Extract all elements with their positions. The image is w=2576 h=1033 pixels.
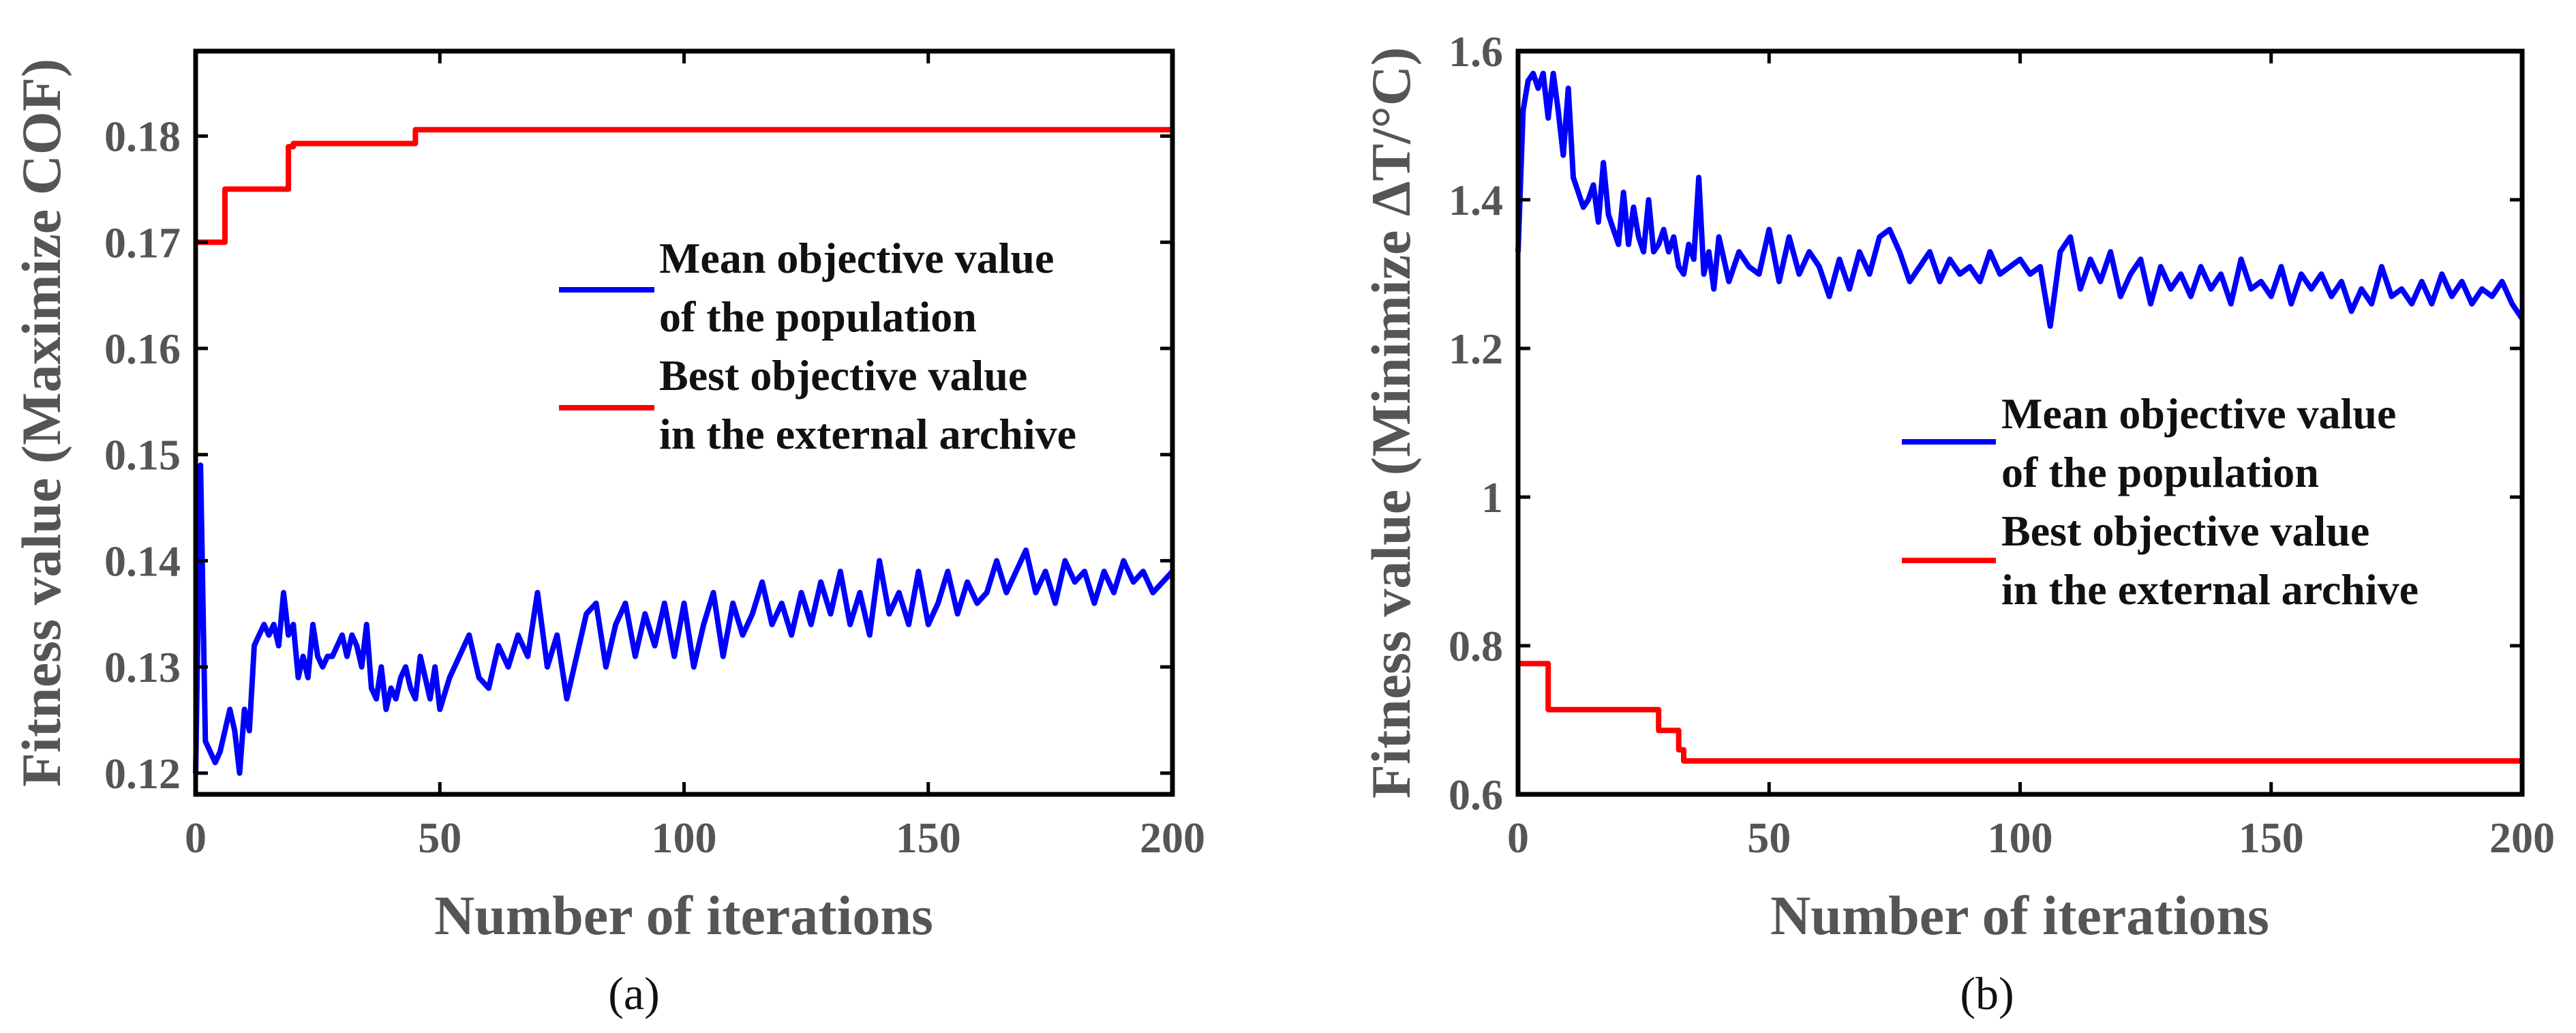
chart-a-series-1 [196, 127, 1172, 245]
chart-b-xlabel: Number of iterations [1770, 884, 2269, 946]
chart-a-xtick-label: 200 [1140, 813, 1205, 862]
chart-b-legend-best-line1: Best objective value [2001, 507, 2369, 555]
chart-a-series-0 [193, 462, 1175, 776]
chart-b-ytick-label: 0.8 [1449, 622, 1503, 670]
chart-b-xtick-label: 200 [2489, 813, 2555, 862]
chart-b-ytick-label: 1.6 [1449, 27, 1503, 76]
chart-a-ytick-label: 0.14 [104, 537, 181, 585]
chart-b-series [1515, 70, 2525, 764]
chart-a-xtick-label: 100 [652, 813, 717, 862]
chart-b-xtick-label: 150 [2239, 813, 2304, 862]
chart-b-series-0 [1515, 70, 2525, 329]
chart-b-legend-mean-line1: Mean objective value [2001, 389, 2396, 438]
chart-b-ytick-label: 1 [1481, 473, 1503, 522]
chart-a-ytick-label: 0.17 [104, 218, 181, 267]
chart-b-ytick-label: 0.6 [1449, 770, 1503, 819]
chart-b-ytick-label: 1.2 [1449, 325, 1503, 373]
chart-a-ytick-label: 0.15 [104, 431, 181, 479]
chart-b-xtick-label: 100 [1988, 813, 2053, 862]
chart-a-legend-mean-line1: Mean objective value [659, 234, 1054, 282]
chart-b-ylabel: Fitness value (Minimize ΔT/°C) [1360, 47, 1422, 798]
chart-a-xlabel: Number of iterations [434, 884, 933, 946]
chart-a-xtick-label: 0 [185, 813, 207, 862]
chart-a-legend-best-line2: in the external archive [659, 410, 1076, 458]
chart-b: 0 50 100 150 200 0.6 0.8 1 1.2 1.4 1.6 Fitness val… [1360, 27, 2555, 1019]
chart-a-panel-label: (a) [608, 968, 659, 1019]
chart-a-ytick-label: 0.16 [104, 325, 181, 373]
chart-b-ytick-label: 1.4 [1449, 176, 1503, 224]
chart-b-ticks: 0 50 100 150 200 0.6 0.8 1 1.2 1.4 1.6 [1449, 27, 2555, 862]
chart-b-panel-label: (b) [1960, 968, 2014, 1019]
chart-a-legend-mean-line2: of the population [659, 293, 977, 341]
chart-a-legend: Mean objective value of the population B… [559, 234, 1076, 458]
chart-a-series [193, 127, 1175, 776]
chart-a-ytick-label: 0.12 [104, 749, 181, 798]
chart-b-xtick-label: 0 [1507, 813, 1529, 862]
chart-a: 0 50 100 150 200 0.12 0.13 0.14 0.15 0.16 0.17 0.18… [10, 48, 1205, 1019]
chart-b-legend-best-line2: in the external archive [2001, 565, 2419, 614]
chart-b-legend: Mean objective value of the population B… [1902, 389, 2419, 614]
chart-a-legend-best-line1: Best objective value [659, 351, 1027, 400]
chart-a-ytick-label: 0.13 [104, 643, 181, 691]
chart-b-series-1 [1518, 661, 2522, 764]
chart-a-ytick-label: 0.18 [104, 113, 181, 161]
chart-b-legend-mean-line2: of the population [2001, 448, 2319, 496]
chart-b-xtick-label: 50 [1747, 813, 1791, 862]
chart-a-ticks: 0 50 100 150 200 0.12 0.13 0.14 0.15 0.16 0.17 0.18 [104, 51, 1205, 862]
chart-a-xtick-label: 150 [896, 813, 961, 862]
chart-a-ylabel: Fitness value (Maximize COF) [10, 59, 72, 787]
chart-a-xtick-label: 50 [418, 813, 461, 862]
